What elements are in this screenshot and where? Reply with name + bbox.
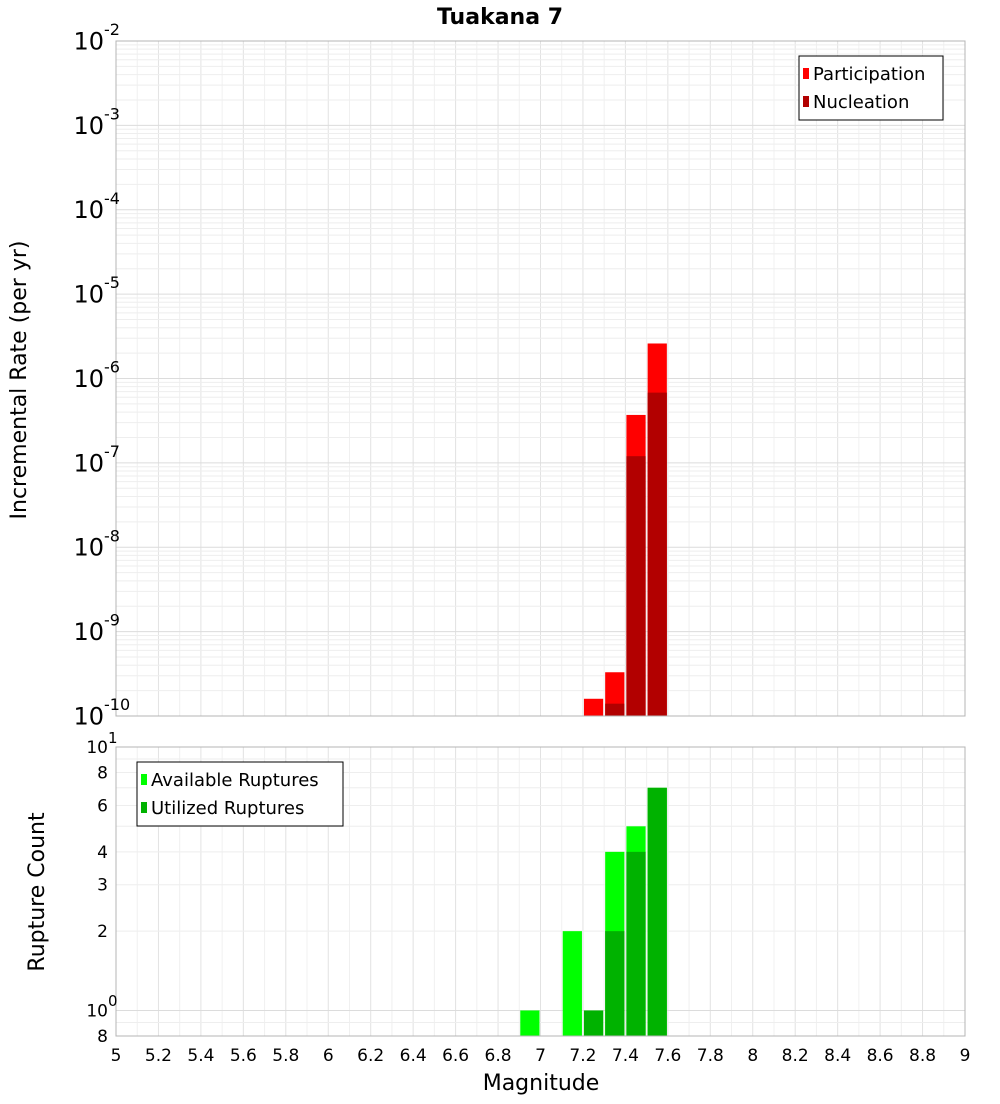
x-tick-label: 6.2 <box>357 1046 384 1066</box>
y-tick-label: 3 <box>97 876 108 896</box>
y-tick-label: 10 <box>73 196 104 224</box>
x-tick-label: 7.6 <box>654 1046 681 1066</box>
y-tick-exponent: -2 <box>104 20 120 39</box>
x-tick-label: 5.6 <box>230 1046 257 1066</box>
y-tick-label: 4 <box>97 843 108 863</box>
y-tick-exponent: -8 <box>104 526 120 545</box>
bar-available-ruptures <box>562 931 582 1036</box>
x-tick-label: 7.8 <box>697 1046 724 1066</box>
y-tick-exponent: -5 <box>104 273 120 292</box>
y-tick-exponent: 1 <box>108 729 118 747</box>
y-tick-label: 10 <box>73 702 104 730</box>
y-tick-label: 6 <box>97 796 108 816</box>
y-tick-exponent: -10 <box>104 695 130 714</box>
bar-nucleation <box>626 456 646 716</box>
bar-utilized-ruptures <box>647 787 667 1036</box>
legend-label: Participation <box>813 64 925 85</box>
x-tick-label: 6.6 <box>442 1046 469 1066</box>
y-tick-exponent: -6 <box>104 358 120 377</box>
y-tick-label: 2 <box>97 922 108 942</box>
y-tick-label: 10 <box>73 365 104 393</box>
x-tick-label: 8.8 <box>909 1046 936 1066</box>
x-tick-label: 7.4 <box>612 1046 639 1066</box>
x-tick-label: 5.8 <box>272 1046 299 1066</box>
y-tick-exponent: -3 <box>104 104 120 123</box>
top-y-axis-label: Incremental Rate (per yr) <box>7 241 32 520</box>
x-tick-label: 5.4 <box>187 1046 214 1066</box>
x-tick-label: 5.2 <box>145 1046 172 1066</box>
y-tick-label: 10 <box>73 27 104 55</box>
bar-nucleation <box>605 703 625 716</box>
bar-nucleation <box>647 392 667 716</box>
y-tick-exponent: 0 <box>108 992 118 1010</box>
legend-label: Utilized Ruptures <box>151 798 304 819</box>
bar-utilized-ruptures <box>626 851 646 1036</box>
x-tick-label: 8.4 <box>824 1046 851 1066</box>
legend-swatch <box>141 774 147 785</box>
x-tick-label: 9 <box>960 1046 971 1066</box>
x-tick-label: 6.8 <box>485 1046 512 1066</box>
plot-border <box>115 746 966 1037</box>
y-tick-exponent: -9 <box>104 611 120 630</box>
y-tick-label: 10 <box>86 1001 108 1021</box>
bar-utilized-ruptures <box>605 931 625 1036</box>
x-tick-label: 7.2 <box>569 1046 596 1066</box>
y-tick-label: 10 <box>86 738 108 758</box>
y-tick-label: 10 <box>73 281 104 309</box>
x-tick-label: 8 <box>747 1046 758 1066</box>
x-tick-label: 5 <box>111 1046 122 1066</box>
y-tick-label: 10 <box>73 534 104 562</box>
plot-border <box>115 40 966 717</box>
y-tick-exponent: -7 <box>104 442 120 461</box>
x-axis-label: Magnitude <box>483 1071 600 1096</box>
y-tick-label: 8 <box>97 1027 108 1047</box>
legend: Available Ruptures Utilized Ruptures <box>136 761 344 827</box>
x-tick-label: 8.6 <box>867 1046 894 1066</box>
legend-label: Nucleation <box>813 92 909 113</box>
legend-swatch <box>141 802 147 813</box>
legend-box <box>798 55 944 121</box>
x-tick-label: 6.4 <box>400 1046 427 1066</box>
chart-title: Tuakana 7 <box>437 5 563 30</box>
x-tick-label: 7 <box>535 1046 546 1066</box>
y-tick-label: 10 <box>73 112 104 140</box>
y-tick-label: 10 <box>73 449 104 477</box>
bottom-y-axis-label: Rupture Count <box>25 812 50 972</box>
y-tick-label: 8 <box>97 763 108 783</box>
x-tick-label: 6 <box>323 1046 334 1066</box>
y-tick-label: 10 <box>73 618 104 646</box>
legend-box <box>136 761 344 827</box>
legend-swatch <box>803 68 809 79</box>
bar-participation <box>583 698 604 716</box>
x-tick-label: 8.2 <box>782 1046 809 1066</box>
legend-swatch <box>803 96 809 107</box>
legend-label: Available Ruptures <box>151 770 319 791</box>
legend: Participation Nucleation <box>798 55 944 121</box>
bar-utilized-ruptures <box>583 1010 604 1036</box>
y-tick-exponent: -4 <box>104 189 120 208</box>
bar-available-ruptures <box>520 1010 540 1036</box>
